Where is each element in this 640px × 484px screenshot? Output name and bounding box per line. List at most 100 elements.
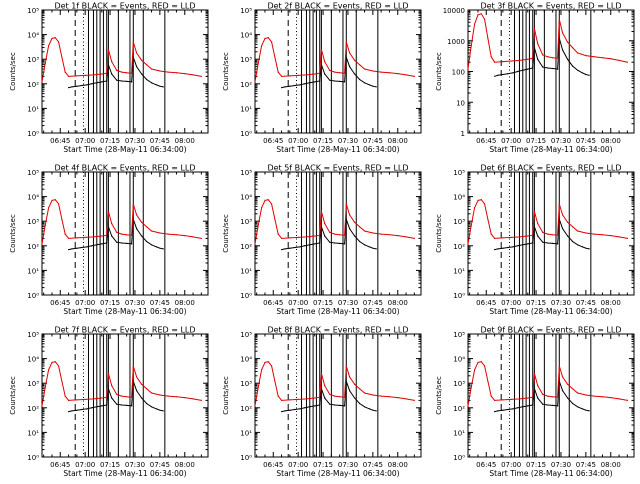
x-tick-label: 08:00 [388,137,408,145]
series-events-point [494,75,496,77]
series-lld-point [281,75,283,77]
series-events-point [585,247,587,249]
y-tick-label: 10³ [453,380,465,388]
x-tick-label: 07:30 [125,299,145,307]
x-tick-label: 08:00 [601,461,621,469]
series-lld-line [41,361,202,406]
panel-title: Det 3f BLACK = Events, RED = LLD [480,2,621,11]
series-lld-point [175,234,178,236]
series-lld-point [121,395,123,397]
series-events-point [359,402,361,405]
series-events-line [494,381,590,413]
series-events-point [572,65,574,67]
series-lld-point [610,397,612,399]
panel-title: Det 8f BLACK = Events, RED = LLD [267,326,408,335]
series-lld-point [557,57,559,59]
plot-frame [254,333,422,458]
series-lld-point [518,398,521,400]
x-tick-label: 07:30 [551,299,571,307]
series-lld-point [567,221,569,223]
x-tick-label: 07:30 [551,137,571,145]
series-events-point [542,66,544,68]
series-events-point [151,406,153,408]
x-tick-label: 07:30 [125,461,145,469]
y-tick-label: 10⁴ [240,32,252,40]
series-lld-point [141,221,143,223]
series-events-point [314,243,316,245]
series-events-point [527,68,529,70]
series-events-point [334,404,336,406]
x-axis-label: Start Time (28-May-11 06:34:00) [63,469,186,478]
series-lld-point [126,234,128,236]
series-lld-point [146,388,148,390]
x-tick-label: 06:45 [50,137,70,145]
series-events-point [502,247,504,249]
series-lld-point [601,396,604,398]
series-lld-point [136,52,138,54]
series-lld-point [64,71,66,73]
plot-frame [41,333,209,458]
y-axis-label: Counts/sec [9,376,17,415]
series-events-point [344,243,346,245]
x-tick-label: 08:00 [601,137,621,145]
series-events-point [155,408,158,410]
series-events-point [581,408,584,410]
x-tick-label: 07:00 [501,137,521,145]
y-tick-label: 10¹ [27,267,39,275]
series-events-point [159,247,161,249]
series-lld-point [314,235,316,237]
series-events-point [372,85,374,87]
x-axis-label: Start Time (28-May-11 06:34:00) [63,307,186,316]
series-events-point [81,84,83,87]
series-events-point [567,58,569,60]
series-events-point [572,240,574,243]
series-events-point [507,246,509,249]
series-events-point [329,241,331,243]
series-events-point [558,380,560,382]
y-axis-label: Counts/sec [222,214,230,253]
series-lld-point [558,365,560,367]
panel-title: Det 4f BLACK = Events, RED = LLD [54,164,195,173]
series-events-point [368,84,371,86]
y-axis-label: Counts/sec [222,376,230,415]
series-lld-point [121,233,123,235]
series-events-point [344,81,346,83]
series-lld-point [552,57,554,59]
series-events-point [324,235,326,237]
series-lld-point [585,232,587,234]
series-events-point [562,49,564,51]
x-axis-label: Start Time (28-May-11 06:34:00) [276,469,399,478]
series-lld-point [494,61,496,63]
series-lld-point [542,231,544,233]
y-tick-label: 10² [240,81,252,89]
plot-frame [467,171,635,296]
y-tick-label: 10¹ [240,429,252,437]
y-tick-label: 10² [240,243,252,251]
series-events-point [136,66,138,68]
series-lld-point [84,236,86,238]
series-events-point [537,58,539,60]
series-lld-point [267,361,269,363]
series-lld-point [289,399,291,401]
series-lld-point [167,71,169,73]
y-tick-label: 1000 [447,38,465,46]
series-lld-point [54,361,56,363]
series-events-point [375,248,377,250]
series-lld-point [487,218,489,220]
series-events-point [107,64,109,66]
series-lld-line [467,13,628,70]
series-lld-point [345,203,347,205]
x-tick-label: 07:00 [75,137,95,145]
series-lld-point [487,37,489,39]
series-events-point [588,74,590,76]
series-events-point [497,410,499,412]
y-tick-label: 10⁴ [27,32,39,40]
series-lld-point [64,233,66,235]
y-tick-label: 10⁵ [27,169,39,177]
series-events-point [96,406,98,408]
series-lld-point [132,41,134,43]
series-events-point [106,80,108,82]
x-tick-label: 07:15 [100,137,120,145]
series-events-point [512,72,514,74]
series-lld-point [257,62,259,64]
